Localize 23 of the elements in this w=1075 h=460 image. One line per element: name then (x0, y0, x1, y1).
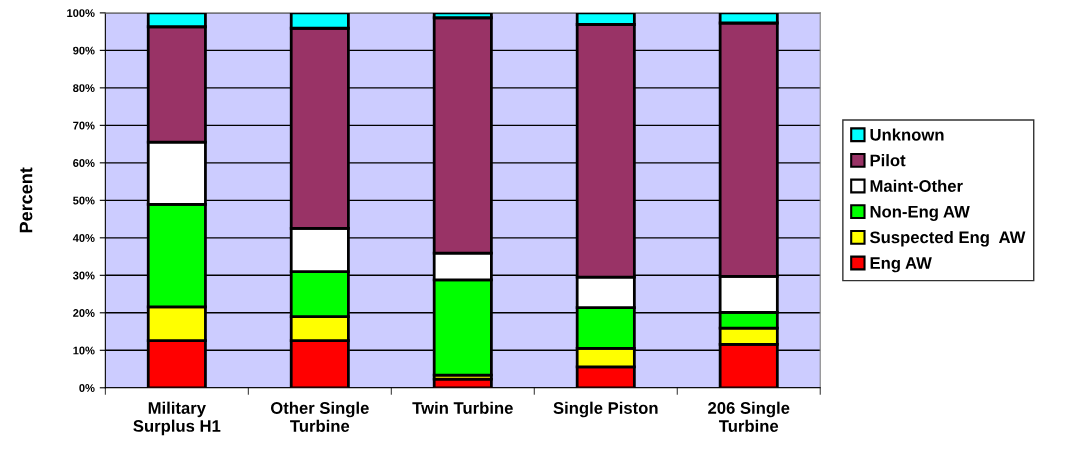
x-tick-label: 206 Single Turbine (708, 401, 790, 432)
y-tick-label: 40% (72, 234, 95, 242)
legend-label: Suspected Eng AW (870, 231, 1026, 247)
y-tick-label: 10% (73, 346, 95, 355)
y-tick-label: 60% (73, 159, 95, 167)
legend-label: Non-Eng AW (870, 205, 970, 221)
y-tick-label: 100% (67, 9, 95, 18)
y-tick-label: 20% (73, 309, 95, 317)
y-tick-label: 80% (73, 84, 95, 92)
y-tick-label: 70% (73, 121, 95, 130)
x-tick-label: Other Single Turbine (270, 401, 369, 432)
y-tick-label: 50% (73, 196, 95, 205)
legend-label: Pilot (870, 154, 906, 167)
y-tick-label: 0% (79, 384, 95, 392)
y-tick-label: 90% (73, 46, 95, 55)
legend-label: Eng AW (870, 257, 932, 273)
x-tick-label: Military Surplus H1 (133, 401, 221, 436)
legend-label: Unknown (870, 128, 944, 141)
y-tick-label: 30% (72, 271, 95, 280)
x-tick-label: Twin Turbine (412, 401, 513, 414)
x-tick-label: Single Piston (553, 401, 658, 418)
legend-label: Maint-Other (870, 179, 963, 192)
y-axis-title: Percent (19, 167, 33, 233)
